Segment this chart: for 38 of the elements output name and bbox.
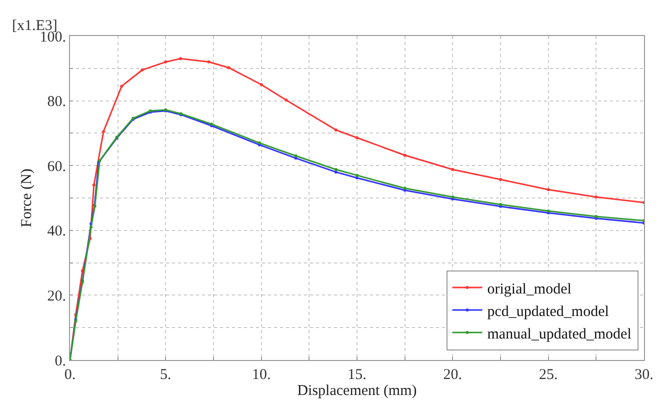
- legend-label: manual_updated_model: [487, 326, 632, 342]
- point: [227, 66, 230, 70]
- point: [356, 136, 358, 140]
- point: [294, 154, 298, 158]
- point: [403, 154, 406, 157]
- point: [140, 68, 144, 72]
- point: [260, 83, 263, 86]
- y-tick-label: 80.: [47, 94, 66, 110]
- x-tick-label: 30.: [634, 367, 654, 383]
- point: [451, 168, 454, 171]
- y-tick-label: 40.: [47, 224, 66, 240]
- point: [546, 188, 550, 192]
- x-tick-label: 0.: [64, 367, 76, 383]
- point: [334, 168, 338, 171]
- legend-label: pcd_updated_model: [487, 304, 609, 320]
- point: [594, 196, 598, 199]
- point: [102, 130, 105, 134]
- point: [164, 60, 168, 64]
- point: [207, 60, 210, 64]
- point: [356, 174, 358, 177]
- point: [178, 57, 182, 60]
- x-axis-title: Displacement (mm): [297, 383, 417, 399]
- point: [334, 170, 338, 174]
- x-tick-label: 20.: [443, 367, 462, 383]
- x-tick-label: 25.: [538, 367, 558, 383]
- point: [92, 184, 96, 187]
- x-tick-label: 10.: [252, 367, 271, 383]
- x-tick-label: 15.: [348, 367, 366, 383]
- point: [334, 128, 338, 132]
- point: [90, 226, 93, 229]
- legend-label: origial_model: [487, 281, 572, 298]
- x-tick-label: 5.: [160, 367, 172, 383]
- y-tick-label: 20.: [47, 288, 66, 304]
- y-axis-title: Force (N): [19, 168, 35, 228]
- y-tick-label: 0.: [54, 353, 66, 370]
- point: [284, 98, 288, 102]
- y-tick-label: 60.: [47, 158, 66, 175]
- point: [120, 84, 124, 88]
